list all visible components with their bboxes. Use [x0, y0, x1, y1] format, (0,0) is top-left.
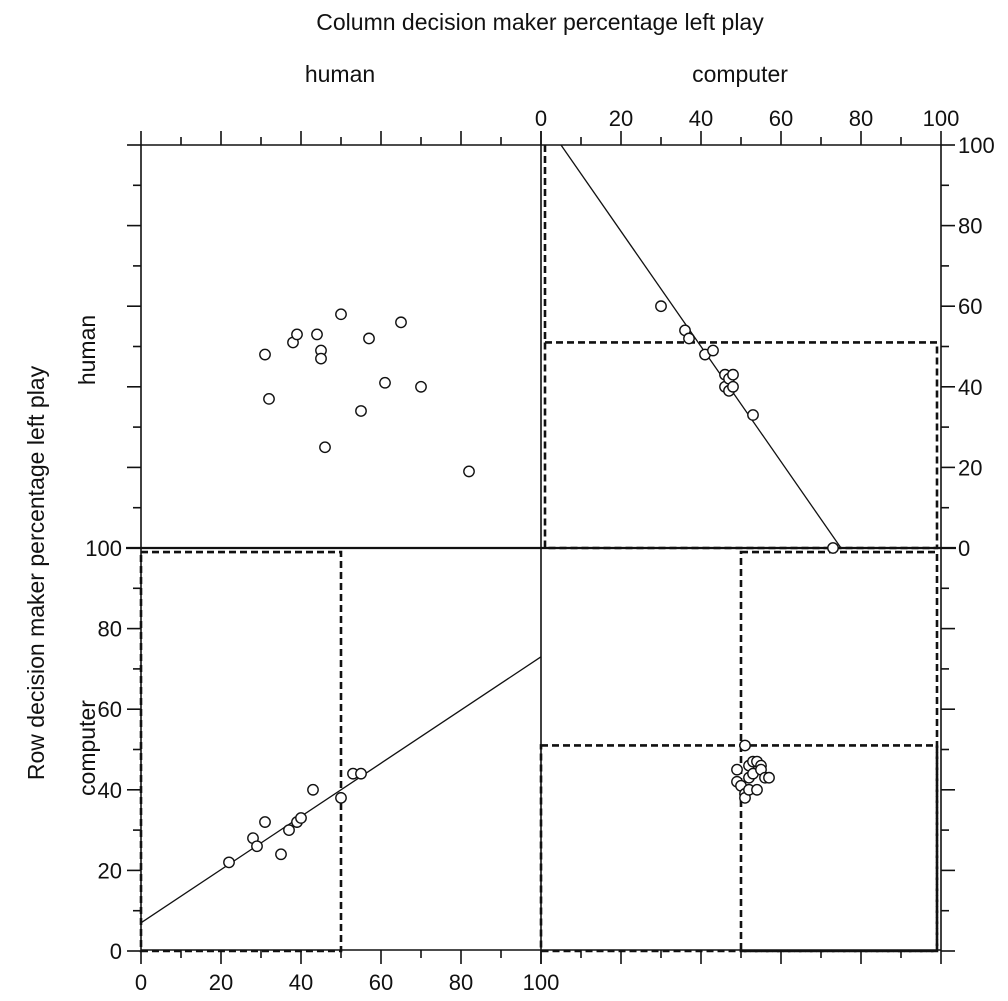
- x-tick-label-top: 20: [609, 106, 633, 131]
- y-tick-label-left: 0: [110, 939, 122, 964]
- points-layer: [223, 300, 839, 869]
- data-point: [319, 441, 331, 454]
- data-point: [707, 344, 719, 357]
- y-tick-label-right: 60: [958, 294, 982, 319]
- data-point: [283, 824, 295, 836]
- data-point: [275, 848, 287, 861]
- data-point: [259, 816, 271, 828]
- data-point: [751, 783, 763, 796]
- row-label-human: human: [74, 315, 100, 385]
- data-point: [827, 542, 839, 554]
- dashed-threshold-box-lower: [539, 744, 939, 953]
- data-point: [355, 767, 367, 780]
- data-point: [379, 376, 391, 389]
- y-tick-label-left: 20: [98, 858, 122, 883]
- data-point: [315, 352, 327, 365]
- x-tick-label-top: 60: [769, 106, 793, 131]
- y-axis-title: Row decision maker percentage left play: [23, 365, 49, 780]
- row-label-computer: computer: [74, 700, 100, 796]
- y-tick-label-right: 80: [958, 214, 982, 239]
- axes-layer: [126, 131, 956, 964]
- data-point: [263, 392, 275, 405]
- data-point: [683, 332, 695, 345]
- data-point: [291, 328, 303, 341]
- tick-label-layer: 0 20 40 60 80 100 0 20 40 60 80 100 0 20 40 60 80 100 0 20 4…: [85, 106, 994, 995]
- data-point: [415, 380, 427, 393]
- y-tick-label-left: 80: [98, 617, 122, 642]
- data-point: [295, 812, 307, 824]
- dashed-threshold-box-right: [739, 550, 939, 953]
- x-tick-label-bottom: 60: [369, 970, 393, 995]
- data-point: [335, 308, 347, 321]
- x-tick-label-top: 80: [849, 106, 873, 131]
- data-point: [251, 840, 263, 853]
- x-tick-label-bottom: 100: [523, 970, 560, 995]
- data-point: [655, 300, 667, 313]
- dashed-threshold-box: [139, 550, 343, 953]
- data-point: [763, 771, 775, 784]
- data-point: [335, 791, 347, 804]
- column-label-human: human: [305, 61, 375, 87]
- x-tick-label-top: 40: [689, 106, 713, 131]
- column-label-computer: computer: [692, 61, 788, 87]
- y-tick-label-left: 60: [98, 697, 122, 722]
- data-point: [463, 465, 475, 478]
- x-tick-label-top: 100: [923, 106, 960, 131]
- data-point: [307, 783, 319, 796]
- y-tick-label-left: 40: [98, 778, 122, 803]
- x-tick-label-bottom: 0: [135, 970, 147, 995]
- fit-line-layer: [140, 144, 842, 924]
- x-axis-title: Column decision maker percentage left pl…: [316, 9, 764, 35]
- data-point: [727, 368, 739, 381]
- data-point: [395, 316, 407, 329]
- y-tick-label-right: 20: [958, 455, 982, 480]
- data-point: [363, 332, 375, 345]
- x-tick-label-bottom: 40: [289, 970, 313, 995]
- fit-line: [560, 144, 842, 549]
- x-tick-label-bottom: 20: [209, 970, 233, 995]
- x-tick-label-top: 0: [535, 106, 547, 131]
- data-point: [739, 739, 751, 752]
- data-point: [311, 328, 323, 341]
- data-point: [355, 405, 367, 417]
- fit-line: [140, 656, 542, 924]
- dashed-threshold-box: [543, 341, 939, 550]
- data-point: [747, 409, 759, 421]
- y-tick-label-left: 100: [85, 536, 122, 561]
- data-point: [259, 348, 271, 361]
- y-tick-label-right: 40: [958, 375, 982, 400]
- data-point: [731, 763, 743, 776]
- y-tick-label-right: 100: [958, 133, 995, 158]
- y-tick-label-right: 0: [958, 536, 970, 561]
- data-point: [727, 380, 739, 393]
- dashed-threshold-layer: [139, 145, 939, 953]
- x-tick-label-bottom: 80: [449, 970, 473, 995]
- data-point: [223, 856, 235, 869]
